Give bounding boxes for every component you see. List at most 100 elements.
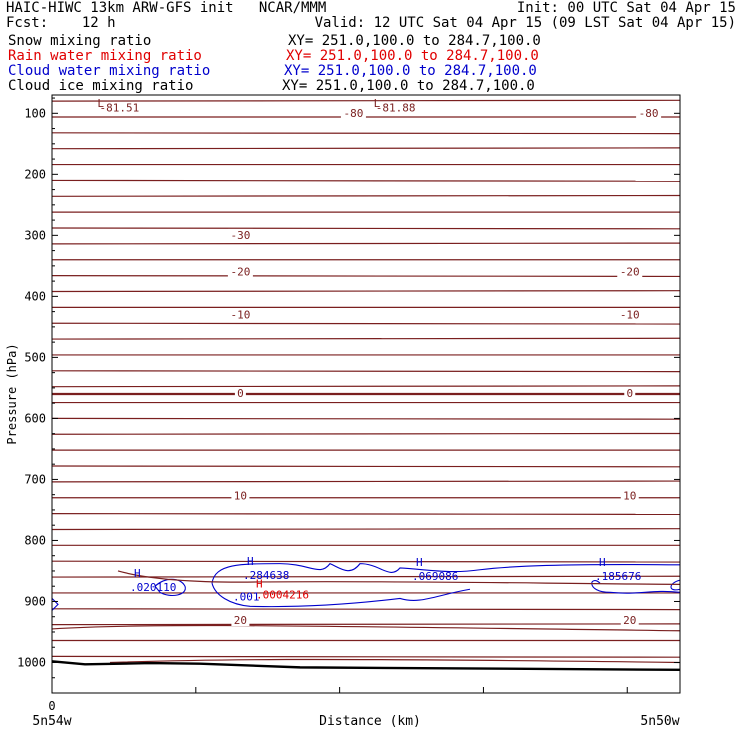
minimum-marker: L [374, 97, 381, 110]
rain-max-value: .0004216 [256, 588, 309, 601]
isotherm-line [51, 179, 681, 182]
minimum-value: -81.88 [376, 101, 416, 114]
init-time: Init: 00 UTC Sat 04 Apr 15 [516, 0, 736, 16]
isotherm-label: 20 [623, 614, 636, 627]
cloud-water-max-marker: H [599, 556, 606, 569]
isotherm-label-bg [234, 387, 246, 399]
isotherm-label-bg [231, 613, 250, 626]
cloud-water-max-value: .069086 [412, 570, 458, 583]
x-end-label-left: 5n54w [32, 714, 71, 729]
isotherm-label-bg [620, 613, 639, 626]
y-tick-label: 1000 [17, 655, 46, 669]
valid-time: Valid: 12 UTC Sat 04 Apr 15 (09 LST Sat … [314, 15, 736, 31]
plot-frame [51, 94, 681, 694]
isotherm-label-bg [227, 265, 253, 278]
isotherm-line [51, 194, 681, 197]
isotherm-label: -10 [620, 308, 640, 321]
isotherm-line [51, 370, 681, 373]
isotherm-label: -80 [344, 107, 364, 120]
isotherm-line [51, 560, 681, 563]
cloud-water-contour [51, 598, 59, 611]
isotherm-line [51, 465, 681, 468]
isotherm-label: -20 [620, 266, 640, 279]
isotherm-line [51, 608, 681, 611]
y-axis-label: Pressure (hPa) [5, 343, 19, 444]
x-end-label-right: 5n50w [640, 714, 679, 729]
isotherm-line [51, 227, 681, 230]
isotherm-label: 0 [237, 387, 244, 400]
y-tick-label: 900 [24, 594, 46, 608]
cloud-water-contour [211, 583, 471, 608]
isotherm-label-bg [340, 106, 366, 119]
isotherm-line [51, 512, 681, 516]
isotherm-line [51, 99, 681, 102]
cloud-water-max-value: .020110 [130, 581, 176, 594]
isotherm-line [51, 147, 681, 150]
forecast-hour: Fcst: 12 h [6, 15, 116, 31]
cloud-water-max-value: .001 [233, 590, 260, 603]
field-rain-xy: XY= 251.0,100.0 to 284.7,100.0 [286, 48, 539, 64]
cloud-water-max-marker: H [134, 567, 141, 580]
field-cloud-water-label: Cloud water mixing ratio [8, 63, 211, 79]
isotherm-label-bg [624, 387, 636, 399]
cloud-water-max-value: .185676 [595, 570, 641, 583]
isotherm-line [51, 432, 681, 435]
isotherm-line [51, 655, 681, 658]
isotherm-line [51, 575, 681, 578]
field-rain-label: Rain water mixing ratio [8, 48, 202, 64]
isotherm-label: -20 [230, 266, 250, 279]
isotherm-line [51, 417, 681, 420]
isotherm-line [51, 275, 681, 278]
y-tick-label: 200 [24, 167, 46, 181]
cloud-water-contour [670, 579, 681, 591]
y-tick-label: 500 [24, 350, 46, 364]
isotherm-line [51, 624, 681, 632]
isotherm-line [51, 132, 681, 135]
field-snow-label: Snow mixing ratio [8, 33, 152, 49]
y-tick-label: 800 [24, 533, 46, 547]
minimum-value: -81.51 [99, 101, 139, 114]
x-axis-label: Distance (km) [319, 714, 421, 729]
x-tick-label: 0 [48, 699, 55, 713]
y-tick-label: 100 [24, 106, 46, 120]
isotherm-line [109, 658, 681, 664]
isotherm-label: -30 [230, 229, 250, 242]
cloud-water-max-value: .284638 [243, 569, 289, 582]
field-cloud-ice-xy: XY= 251.0,100.0 to 284.7,100.0 [282, 78, 535, 94]
isotherm-line [117, 570, 681, 585]
isotherm-line [51, 242, 681, 245]
cloud-water-max-marker: H [247, 555, 254, 568]
isotherm-label: 20 [234, 614, 247, 627]
minimum-marker: L [97, 97, 104, 110]
field-cloud-water-xy: XY= 251.0,100.0 to 284.7,100.0 [284, 63, 537, 79]
cloud-water-contour [154, 578, 186, 597]
cloud-water-contour [591, 580, 681, 594]
cloud-water-max-marker: H [416, 556, 423, 569]
chart-title: HAIC-HIWC 13km ARW-GFS init NCAR/MMM [6, 0, 327, 16]
isotherm-label: 10 [623, 490, 636, 503]
isotherm-label-bg [227, 228, 253, 241]
isotherm-line [51, 322, 681, 325]
isotherm-label: -10 [230, 308, 250, 321]
isotherm-label-bg [231, 489, 250, 502]
y-tick-label: 700 [24, 472, 46, 486]
field-snow-xy: XY= 251.0,100.0 to 284.7,100.0 [288, 33, 541, 49]
isotherm-label-bg [617, 265, 643, 278]
isotherm-label: 0 [626, 387, 633, 400]
isotherm-line [51, 528, 681, 531]
isotherm-label: -80 [639, 107, 659, 120]
isotherm-label: 10 [234, 490, 247, 503]
y-tick-label: 300 [24, 228, 46, 242]
rain-max-marker: H [256, 577, 263, 590]
surface-pressure-line [51, 660, 681, 672]
isotherm-label-bg [227, 308, 253, 321]
field-cloud-ice-label: Cloud ice mixing ratio [8, 78, 194, 94]
y-tick-label: 600 [24, 411, 46, 425]
isotherm-line [51, 385, 681, 388]
isotherm-line [51, 480, 681, 483]
isotherm-line [51, 337, 681, 340]
isotherm-label-bg [617, 308, 643, 321]
isotherm-line [51, 290, 681, 293]
isotherm-label-bg [620, 489, 639, 502]
